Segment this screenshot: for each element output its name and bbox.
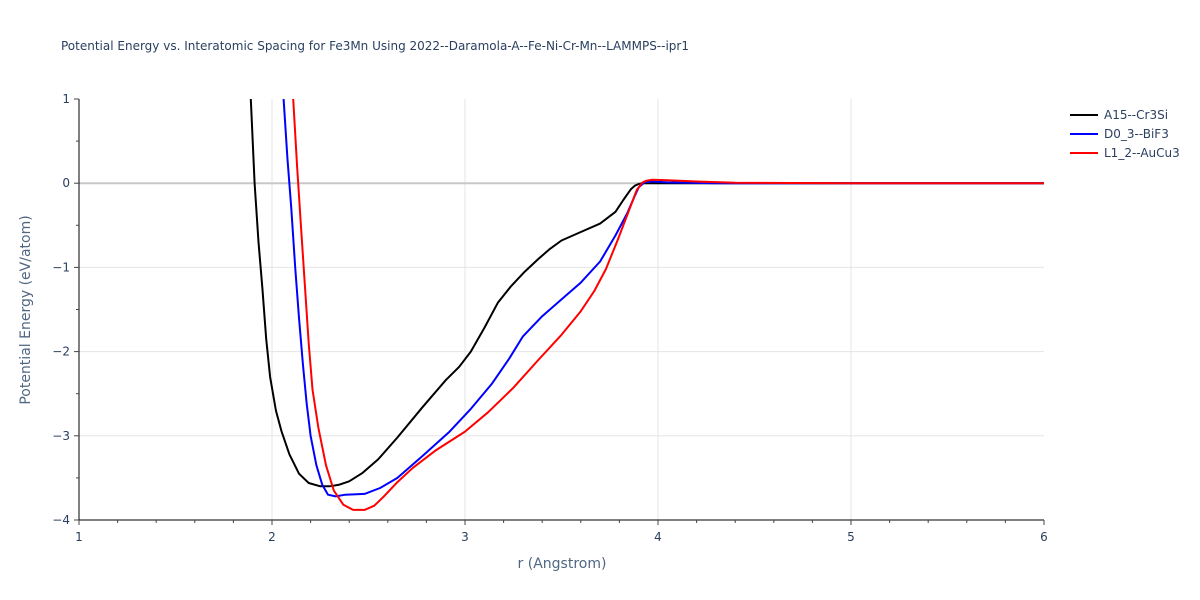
y-axis-title: Potential Energy (eV/atom) (18, 215, 34, 404)
series-line (292, 99, 1044, 511)
x-tick-label: 2 (268, 530, 276, 544)
legend-label: L1_2--AuCu3 (1104, 146, 1180, 160)
legend-item[interactable]: A15--Cr3Si (1070, 108, 1168, 122)
x-axis-title: r (Angstrom) (518, 556, 607, 572)
legend-label: A15--Cr3Si (1104, 108, 1168, 122)
legend-item[interactable]: L1_2--AuCu3 (1070, 146, 1180, 160)
y-tick-label: 1 (62, 92, 70, 106)
data-lines (249, 99, 1044, 511)
tick-labels: 1 2 3 4 5 6 1 0 −1 −2 −3 −4 (52, 92, 1048, 544)
y-tick-label: −1 (52, 260, 70, 274)
legend-label: D0_3--BiF3 (1104, 127, 1169, 141)
x-tick-label: 4 (654, 530, 662, 544)
x-tick-label: 6 (1040, 530, 1048, 544)
legend[interactable]: A15--Cr3Si D0_3--BiF3 L1_2--AuCu3 (1070, 108, 1180, 160)
x-tick-label: 3 (461, 530, 469, 544)
y-tick-label: −3 (52, 429, 70, 443)
x-tick-label: 1 (75, 530, 83, 544)
x-tick-label: 5 (847, 530, 855, 544)
y-tick-label: −4 (52, 513, 70, 527)
y-tick-label: 0 (62, 176, 70, 190)
legend-item[interactable]: D0_3--BiF3 (1070, 127, 1169, 141)
chart-title: Potential Energy vs. Interatomic Spacing… (61, 39, 689, 53)
y-tick-label: −2 (52, 345, 70, 359)
axes (74, 98, 1045, 525)
